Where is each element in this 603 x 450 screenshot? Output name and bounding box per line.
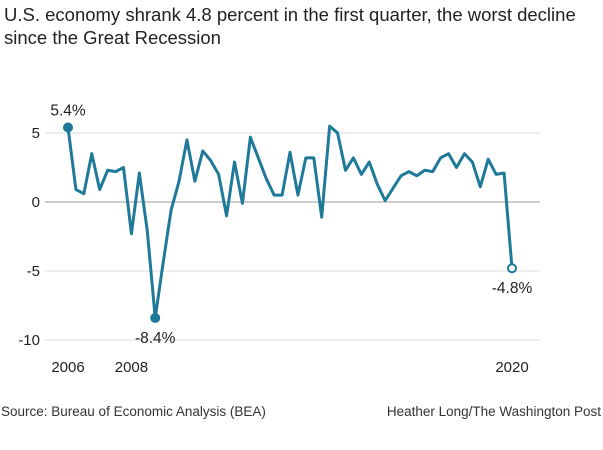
annotation-label: -8.4% xyxy=(135,330,176,347)
data-point xyxy=(328,125,331,128)
data-point xyxy=(352,156,355,159)
data-point xyxy=(170,209,173,212)
y-tick-label: 5 xyxy=(32,125,40,142)
data-point xyxy=(146,229,149,232)
source-note: Source: Bureau of Economic Analysis (BEA… xyxy=(1,404,266,419)
data-point xyxy=(122,166,125,169)
annotation-marker xyxy=(63,122,73,133)
data-point xyxy=(233,160,236,163)
data-point xyxy=(392,187,395,190)
data-point xyxy=(312,156,315,159)
data-point xyxy=(106,169,109,172)
data-point xyxy=(130,232,133,235)
data-point xyxy=(296,194,299,197)
data-point xyxy=(304,156,307,159)
tick-layer: 5 0 -5 -10 2006 2008 2020 xyxy=(18,125,528,376)
credit-note: Heather Long/The Washington Post xyxy=(386,404,601,419)
data-point xyxy=(241,202,244,205)
chart-title: U.S. economy shrank 4.8 percent in the f… xyxy=(4,4,576,48)
data-point xyxy=(201,149,204,152)
data-point xyxy=(289,151,292,154)
data-point xyxy=(447,152,450,155)
data-point xyxy=(162,261,165,264)
y-tick-label: 0 xyxy=(32,194,40,211)
data-point xyxy=(257,156,260,159)
data-point xyxy=(225,214,228,217)
data-point xyxy=(384,199,387,202)
data-point xyxy=(178,180,181,183)
data-point xyxy=(217,173,220,176)
data-point xyxy=(400,174,403,177)
data-point xyxy=(368,160,371,163)
data-point xyxy=(98,188,101,191)
data-point xyxy=(265,177,268,180)
data-point xyxy=(90,152,93,155)
annotation-marker xyxy=(507,263,517,274)
annotation-marker xyxy=(150,312,161,323)
data-point xyxy=(487,158,490,161)
data-point xyxy=(138,172,141,175)
y-tick-label: -5 xyxy=(27,263,40,280)
annotation-layer: 5.4% -8.4% -4.8% xyxy=(50,102,532,346)
data-point xyxy=(471,160,474,163)
data-point xyxy=(320,216,323,219)
data-point xyxy=(431,170,434,173)
x-tick-label: 2020 xyxy=(495,359,528,376)
data-point xyxy=(336,132,339,135)
data-point xyxy=(455,166,458,169)
annotation-label: -4.8% xyxy=(492,280,533,297)
data-point xyxy=(376,183,379,186)
data-point xyxy=(439,156,442,159)
data-point xyxy=(344,169,347,172)
data-point xyxy=(273,194,276,197)
data-point xyxy=(185,138,188,141)
data-point xyxy=(249,136,252,139)
data-point xyxy=(479,185,482,188)
data-point xyxy=(415,174,418,177)
x-tick-label: 2008 xyxy=(115,359,148,376)
data-point xyxy=(495,173,498,176)
y-tick-label: -10 xyxy=(18,332,40,349)
data-point xyxy=(423,169,426,172)
data-point xyxy=(114,170,117,173)
data-point xyxy=(209,159,212,162)
annotation-label: 5.4% xyxy=(50,102,86,119)
data-point xyxy=(82,192,85,195)
data-point xyxy=(74,188,77,191)
data-point xyxy=(193,180,196,183)
data-point xyxy=(281,194,284,197)
line-chart: 5 0 -5 -10 2006 2008 2020 5.4% -8.4% -4.8% xyxy=(18,102,540,376)
data-point xyxy=(463,152,466,155)
series-line-gdp xyxy=(66,124,514,320)
data-point xyxy=(360,173,363,176)
data-point xyxy=(407,170,410,173)
x-tick-label: 2006 xyxy=(51,359,84,376)
data-point xyxy=(503,172,506,175)
